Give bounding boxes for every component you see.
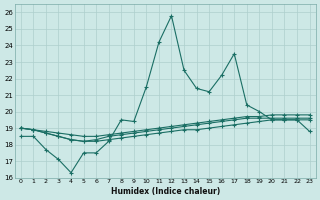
- X-axis label: Humidex (Indice chaleur): Humidex (Indice chaleur): [111, 187, 220, 196]
